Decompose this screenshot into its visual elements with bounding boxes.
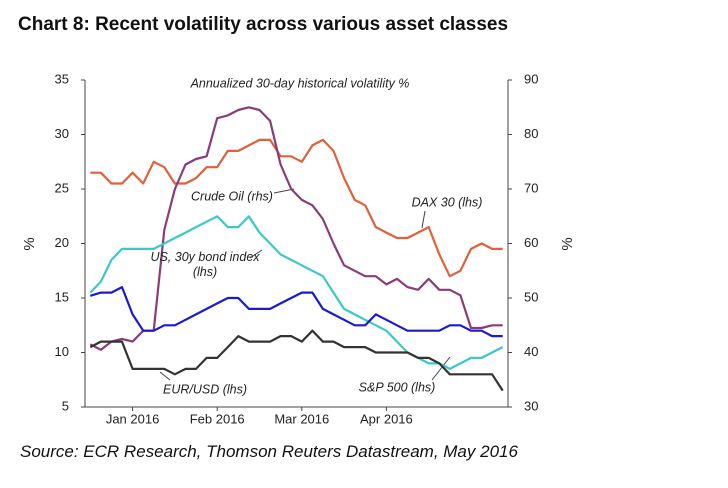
y-tick-label: 20 — [55, 235, 69, 250]
chart-subtitle: Annualized 30-day historical volatility … — [190, 76, 410, 90]
series-line — [89, 106, 503, 351]
chart-title: Chart 8: Recent volatility across variou… — [18, 14, 509, 35]
y2-tick-label: 30 — [524, 398, 538, 413]
series-line — [89, 329, 504, 392]
leader-line — [431, 356, 451, 381]
y-tick-label: 10 — [55, 344, 69, 359]
x-tick-label: Mar 2016 — [274, 411, 329, 426]
series-line — [90, 138, 503, 278]
x-tick-label: Feb 2016 — [190, 411, 245, 426]
series-label: US, 30y bond index (lhs) — [150, 250, 260, 279]
leader-line — [249, 249, 263, 259]
y2-tick-label: 70 — [524, 180, 538, 195]
y-tick-label: 30 — [55, 126, 69, 141]
y2-axis-label: % — [559, 237, 576, 250]
y-tick-label: 25 — [55, 180, 69, 195]
leader-line — [421, 210, 426, 229]
y2-tick-label: 50 — [524, 289, 538, 304]
y2-tick-label: 80 — [524, 126, 538, 141]
y2-tick-label: 40 — [524, 344, 538, 359]
y-tick-label: 5 — [62, 398, 69, 413]
y-axis-label: % — [21, 237, 38, 250]
series-label: DAX 30 (lhs) — [411, 195, 483, 210]
y2-tick-label: 60 — [524, 235, 538, 250]
y-tick-label: 15 — [55, 289, 69, 304]
series-label: EUR/USD (lhs) — [162, 382, 248, 397]
leader-line — [159, 371, 171, 381]
series-line — [89, 215, 504, 370]
series-label: S&P 500 (lhs) — [358, 380, 436, 395]
x-tick-label: Apr 2016 — [360, 411, 413, 426]
y-tick-label: 35 — [55, 71, 69, 86]
series-line — [89, 286, 503, 338]
series-label: Crude Oil (rhs) — [191, 189, 273, 204]
x-tick-label: Jan 2016 — [106, 411, 160, 426]
y2-tick-label: 90 — [524, 71, 538, 86]
source-note: Source: ECR Research, Thomson Reuters Da… — [20, 442, 518, 461]
